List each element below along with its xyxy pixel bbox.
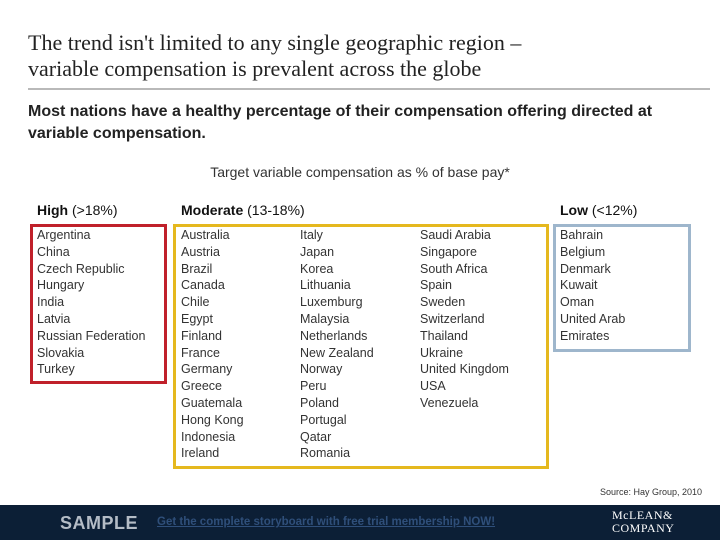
country-item: India xyxy=(37,295,65,310)
country-item: Poland xyxy=(300,395,339,410)
country-item: Argentina xyxy=(37,228,91,242)
low-category-heading: Low (<12%) xyxy=(560,202,637,218)
country-item: Bahrain xyxy=(560,228,604,242)
country-item: Kuwait xyxy=(560,278,598,293)
country-item: Turkey xyxy=(37,362,75,377)
moderate-label: Moderate xyxy=(181,202,244,218)
country-item: Australia xyxy=(181,228,230,242)
country-item: Sweden xyxy=(420,295,466,310)
moderate-category-heading: Moderate (13-18%) xyxy=(181,202,305,218)
country-item: Hungary xyxy=(37,278,85,293)
moderate-category-box xyxy=(173,224,549,469)
moderate-country-list-1: Australia Austria Brazil Canada Chile Egypt Fi… xyxy=(181,227,244,462)
country-item: Russian Federation xyxy=(37,328,146,343)
moderate-country-list-2: Italy Japan Korea Lithuania Luxemburg Malaysi… xyxy=(300,227,374,462)
low-label: Low xyxy=(560,202,588,218)
country-item: Venezuela xyxy=(420,395,479,410)
country-item: South Africa xyxy=(420,261,488,276)
country-item: France xyxy=(181,345,220,360)
country-item: Guatemala xyxy=(181,395,243,410)
country-item: Finland xyxy=(181,328,222,343)
slide-subtitle: Most nations have a healthy percentage o… xyxy=(28,103,653,142)
high-range: (>18%) xyxy=(72,202,118,218)
free-trial-link[interactable]: Get the complete storyboard with free tr… xyxy=(157,516,496,528)
country-item: Switzerland xyxy=(420,311,485,326)
sample-label: SAMPLE xyxy=(60,513,139,533)
country-item: Belgium xyxy=(560,244,606,259)
country-item: Emirates xyxy=(560,328,610,343)
country-item: Denmark xyxy=(560,261,611,276)
high-category-heading: High (>18%) xyxy=(37,202,118,218)
country-item: Germany xyxy=(181,362,233,377)
high-category-box xyxy=(30,224,167,384)
country-item: United Arab xyxy=(560,311,626,326)
country-item: Indonesia xyxy=(181,429,236,444)
country-item: Qatar xyxy=(300,429,332,444)
country-item: Italy xyxy=(300,228,323,242)
country-item: Spain xyxy=(420,278,452,293)
country-item: Ukraine xyxy=(420,345,464,360)
country-item: Austria xyxy=(181,244,220,259)
country-item: Czech Republic xyxy=(37,261,125,276)
country-item: Luxemburg xyxy=(300,295,363,310)
high-country-list: Argentina China Czech Republic Hungary India… xyxy=(37,227,145,378)
country-item: Egypt xyxy=(181,311,213,326)
logo-line-1: McLEAN& xyxy=(612,508,673,522)
country-item: USA xyxy=(420,379,446,394)
high-label: High xyxy=(37,202,69,218)
country-item: United Kingdom xyxy=(420,362,509,377)
low-category-box xyxy=(553,224,691,352)
country-item: New Zealand xyxy=(300,345,374,360)
country-item: Latvia xyxy=(37,311,71,326)
country-item: Lithuania xyxy=(300,278,351,293)
low-range: (<12%) xyxy=(591,202,638,218)
country-item: Oman xyxy=(560,295,595,310)
country-item: Malaysia xyxy=(300,311,350,326)
country-item: Romania xyxy=(300,446,351,461)
footer-bar: SAMPLE Get the complete storyboard with … xyxy=(0,505,720,540)
moderate-range: (13-18%) xyxy=(247,202,305,218)
chart-title: Target variable compensation as % of bas… xyxy=(210,164,510,180)
country-item: Saudi Arabia xyxy=(420,228,491,242)
country-item: Singapore xyxy=(420,244,477,259)
country-item: Norway xyxy=(300,362,343,377)
country-item: Brazil xyxy=(181,261,213,276)
country-item: Thailand xyxy=(420,328,468,343)
country-item: Greece xyxy=(181,379,222,394)
company-logo: McLEAN& COMPANY xyxy=(612,509,692,535)
title-line-1: The trend isn't limited to any single ge… xyxy=(28,30,522,55)
country-item: Hong Kong xyxy=(181,412,244,427)
title-line-2: variable compensation is prevalent acros… xyxy=(28,56,482,81)
low-country-list: Bahrain Belgium Denmark Kuwait Oman United Ar… xyxy=(560,227,625,345)
logo-line-2: COMPANY xyxy=(612,521,675,535)
country-item: Peru xyxy=(300,379,327,394)
moderate-country-list-3: Saudi Arabia Singapore South Africa Spain Sw… xyxy=(420,227,509,412)
country-item: Ireland xyxy=(181,446,220,461)
country-item: China xyxy=(37,244,70,259)
country-item: Canada xyxy=(181,278,225,293)
source-note: Source: Hay Group, 2010 xyxy=(599,487,702,497)
country-item: Netherlands xyxy=(300,328,368,343)
country-item: Korea xyxy=(300,261,334,276)
country-item: Portugal xyxy=(300,412,347,427)
country-item: Chile xyxy=(181,295,210,310)
title-divider xyxy=(28,88,710,90)
slide-title: The trend isn't limited to any single ge… xyxy=(28,30,708,82)
country-item: Japan xyxy=(300,244,335,259)
country-item: Slovakia xyxy=(37,345,85,360)
